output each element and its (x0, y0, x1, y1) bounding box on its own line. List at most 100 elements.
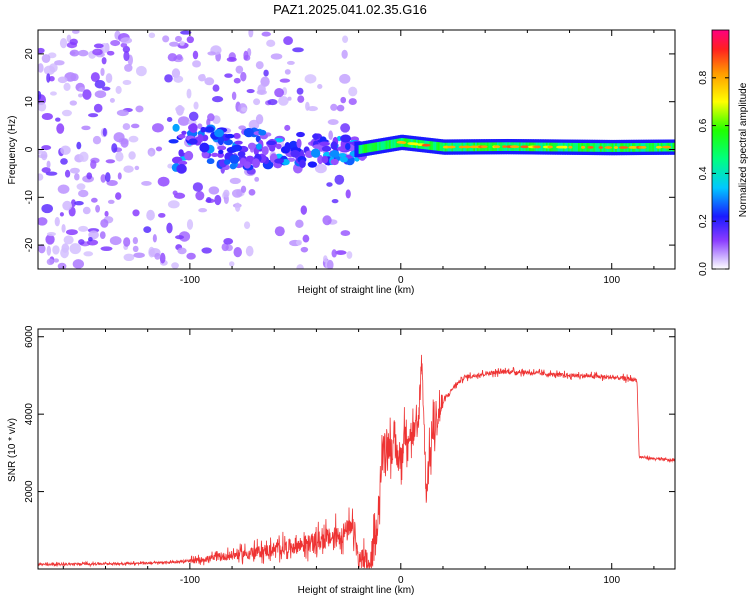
heatmap-peak (568, 145, 573, 149)
heatmap-blob (74, 173, 80, 181)
heatmap-blob (57, 76, 68, 84)
heatmap-blob (128, 135, 139, 143)
heatmap-blob (212, 84, 220, 92)
heatmap-blob (284, 124, 291, 131)
heatmap-peak (509, 145, 520, 149)
heatmap-blob (92, 135, 102, 145)
heatmap-blob (243, 221, 251, 229)
heatmap-blob (207, 51, 217, 56)
heatmap-blob (233, 77, 241, 84)
heatmap-blob (46, 245, 52, 256)
heatmap-blob (157, 176, 170, 187)
heatmap-peak (502, 145, 507, 149)
heatmap-blob (245, 245, 254, 257)
heatmap-blob (229, 261, 235, 267)
heatmap-blob (61, 224, 66, 233)
heatmap-blob (302, 234, 310, 243)
y-tick-label: 10 (24, 96, 35, 108)
heatmap-band (375, 142, 378, 151)
heatmap-blob (253, 147, 259, 156)
heatmap-blob (164, 74, 173, 83)
heatmap-band (368, 143, 372, 153)
heatmap-blob (292, 47, 304, 53)
heatmap-blob (217, 152, 225, 158)
heatmap-band (378, 141, 382, 151)
heatmap-blob (69, 243, 82, 255)
heatmap-blob (178, 149, 184, 157)
heatmap-blob (267, 98, 278, 106)
colorbar-gradient (711, 29, 730, 270)
heatmap-peak (655, 145, 663, 149)
heatmap-blob (330, 103, 338, 111)
heatmap-blob (176, 54, 183, 60)
heatmap-blob (270, 53, 283, 60)
heatmap-blob (252, 158, 261, 169)
heatmap-blob (149, 150, 154, 157)
heatmap-blob (257, 84, 266, 95)
heatmap-blob (94, 90, 107, 99)
heatmap-blob (113, 132, 125, 143)
heatmap-blob (192, 50, 199, 60)
heatmap-blob (200, 73, 206, 80)
heatmap-blob (122, 79, 132, 86)
heatmap-band (395, 138, 399, 148)
heatmap-blob (296, 87, 304, 95)
heatmap-blob (124, 64, 133, 72)
colorbar-tick-label: 0.0 (698, 262, 709, 276)
heatmap-peak (493, 145, 501, 149)
heatmap-band (645, 143, 648, 152)
heatmap-blob (100, 246, 113, 252)
heatmap-blob (136, 65, 147, 77)
heatmap-blob (231, 189, 243, 198)
heatmap-band (584, 143, 588, 152)
heatmap-band (365, 144, 368, 153)
heatmap-blob (77, 49, 89, 57)
heatmap-blob (340, 134, 352, 143)
heatmap-blob (115, 85, 122, 94)
heatmap-band (387, 140, 390, 149)
heatmap-blob (38, 102, 47, 112)
heatmap-blob (116, 109, 129, 117)
heatmap-blob (178, 231, 191, 242)
heatmap-blob (336, 104, 345, 112)
heatmap-peak (520, 145, 530, 149)
heatmap-blob (240, 185, 247, 193)
heatmap-blob (115, 192, 122, 200)
heatmap-blob (100, 67, 105, 77)
heatmap-band (554, 142, 557, 152)
heatmap-blob (166, 116, 173, 123)
heatmap-blob (176, 163, 187, 174)
heatmap-blob (233, 247, 242, 258)
heatmap-blob (41, 113, 53, 121)
heatmap-band (367, 143, 370, 153)
heatmap-blob (243, 161, 251, 169)
heatmap-blob (223, 159, 231, 165)
heatmap-blob (41, 54, 51, 63)
heatmap-blob (106, 180, 118, 187)
heatmap-blob (40, 150, 48, 161)
heatmap-blob (186, 36, 194, 44)
heatmap-blob (211, 152, 219, 158)
heatmap-blob (345, 189, 351, 199)
heatmap-band (390, 139, 394, 149)
heatmap-blob (79, 151, 89, 162)
heatmap-blob (234, 202, 241, 212)
heatmap-blob (266, 39, 276, 48)
heatmap-blob (169, 41, 179, 47)
heatmap-peak (533, 145, 541, 149)
heatmap-band (540, 142, 544, 152)
heatmap-blob (55, 117, 61, 122)
heatmap-band (360, 144, 363, 154)
snr-ticks: -100 0 100 2000 4000 6000 (24, 325, 675, 586)
figure-title: PAZ1.2025.041.02.35.G16 (273, 2, 427, 17)
heatmap-blob (274, 87, 284, 98)
heatmap-peak (480, 145, 488, 149)
heatmap-blob (69, 100, 78, 106)
heatmap-blob (334, 174, 345, 185)
heatmap-blob (82, 89, 92, 100)
heatmap-band (652, 142, 655, 152)
heatmap-blob (104, 172, 111, 183)
heatmap-band (574, 142, 577, 152)
colorbar-tick-label: 0.2 (698, 214, 709, 228)
